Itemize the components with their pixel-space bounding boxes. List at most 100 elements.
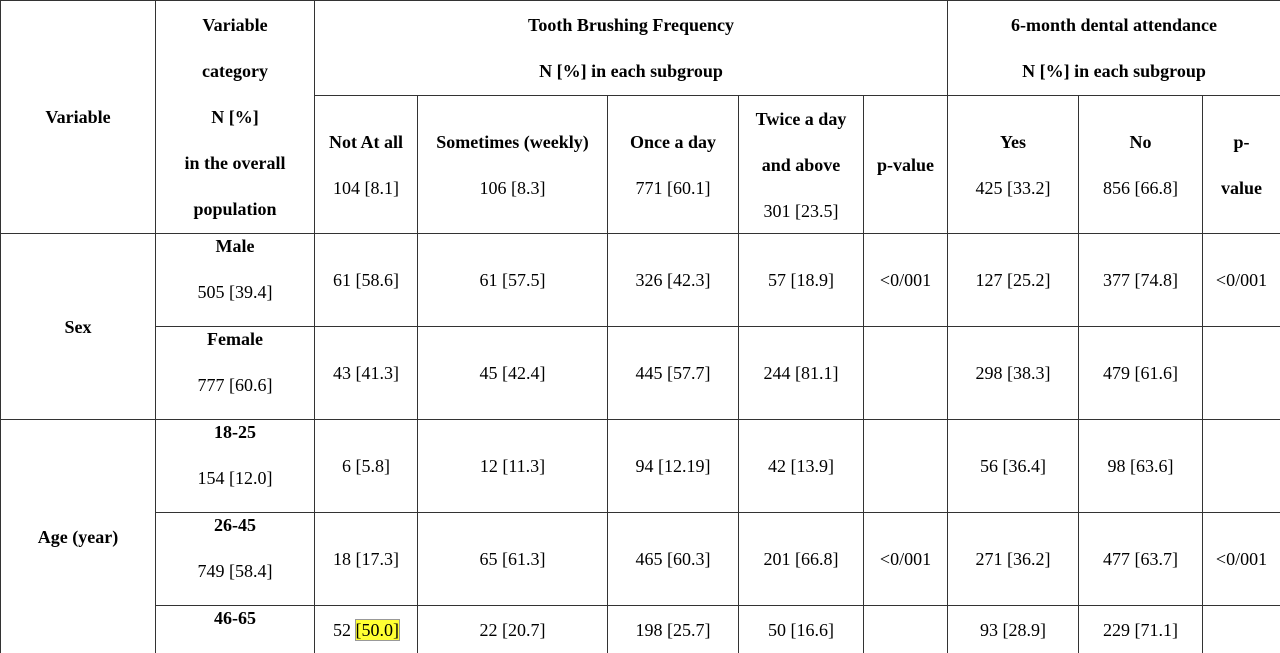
- cell-text: N [%]: [211, 107, 259, 127]
- cell-text: 42 [13.9]: [768, 456, 834, 476]
- column-header: Not At all 104 [8.1]: [315, 96, 418, 234]
- data-cell: 479 [61.6]: [1079, 327, 1203, 420]
- category-cell: 18-25 154 [12.0]: [156, 409, 315, 513]
- cell-text: 298 [38.3]: [975, 363, 1051, 383]
- category-cell: 26-45 749 [58.4]: [156, 502, 315, 606]
- variable-cell: Age (year): [1, 420, 156, 653]
- cell-text: 244 [81.1]: [763, 363, 839, 383]
- cell-text: 61 [57.5]: [479, 270, 546, 290]
- data-cell: <0/001: [864, 513, 948, 606]
- column-header: Yes 425 [33.2]: [948, 96, 1079, 234]
- data-cell: 52 [50.0]: [315, 606, 418, 653]
- data-cell: 18 [17.3]: [315, 513, 418, 606]
- column-header: Twice a day and above 301 [23.5]: [739, 96, 864, 234]
- cell-text: N [%] in each subgroup: [539, 61, 723, 81]
- cell-text: p-value: [876, 154, 934, 175]
- cell-text: value: [1220, 177, 1262, 198]
- data-cell: 57 [18.9]: [739, 234, 864, 327]
- data-cell: <0/001: [1203, 513, 1280, 606]
- cell-text: 93 [28.9]: [980, 619, 1046, 640]
- cell-text: Sometimes (weekly): [436, 131, 589, 152]
- cell-text: 57 [18.9]: [768, 270, 834, 290]
- cell-value: 52: [333, 619, 351, 640]
- data-cell: 22 [20.7]: [418, 606, 608, 653]
- cell-text: <0/001: [879, 270, 932, 290]
- cell-text: 777 [60.6]: [197, 375, 273, 395]
- data-cell: 61 [58.6]: [315, 234, 418, 327]
- category-cell: 46-65: [156, 595, 315, 653]
- variable-cell: Sex: [1, 234, 156, 420]
- cell-text: and above: [761, 154, 841, 175]
- cell-text: 301 [23.5]: [763, 200, 839, 221]
- data-cell: [864, 606, 948, 653]
- cell-text: Variable: [202, 15, 268, 35]
- cell-text: 12 [11.3]: [479, 456, 546, 476]
- cell-text: 326 [42.3]: [635, 270, 711, 290]
- data-cell: [864, 327, 948, 420]
- cell-text: 22 [20.7]: [479, 619, 546, 640]
- data-cell: 201 [66.8]: [739, 513, 864, 606]
- data-cell: 271 [36.2]: [948, 513, 1079, 606]
- column-header: Sometimes (weekly) 106 [8.3]: [418, 96, 608, 234]
- cell-text: 127 [25.2]: [975, 270, 1051, 290]
- cell-text: 46-65: [214, 608, 256, 628]
- cell-text: 50 [16.6]: [768, 619, 834, 640]
- data-cell: 377 [74.8]: [1079, 234, 1203, 327]
- cell-text: 505 [39.4]: [197, 282, 273, 302]
- category-cell: Male 505 [39.4]: [156, 223, 315, 327]
- cell-text: Male: [215, 236, 255, 256]
- data-cell: 465 [60.3]: [608, 513, 739, 606]
- cell-text: 18 [17.3]: [333, 549, 399, 569]
- cell-text: 98 [63.6]: [1107, 456, 1174, 476]
- cell-text: Variable: [45, 107, 111, 127]
- cell-text: N [%] in each subgroup: [1022, 61, 1206, 81]
- column-header: Once a day 771 [60.1]: [608, 96, 739, 234]
- cell-text: Once a day: [629, 131, 716, 152]
- cell-text: in the overall: [184, 153, 286, 173]
- cell-text: 65 [61.3]: [479, 549, 546, 569]
- cell-text: 425 [33.2]: [975, 177, 1051, 198]
- cell-text: No: [1129, 131, 1152, 152]
- cell-text: 201 [66.8]: [763, 549, 839, 569]
- cell-text: 94 [12.19]: [635, 456, 711, 476]
- group-header: Tooth Brushing Frequency N [%] in each su…: [315, 1, 948, 96]
- cell-text: Yes: [1000, 131, 1026, 152]
- data-cell: 244 [81.1]: [739, 327, 864, 420]
- column-header: p-value: [1203, 96, 1280, 234]
- cell-text: 106 [8.3]: [479, 177, 546, 198]
- data-cell: [1203, 420, 1280, 513]
- cell-text: 52 [50.0]: [333, 607, 400, 653]
- cell-text: 61 [58.6]: [333, 270, 399, 290]
- data-cell: 127 [25.2]: [948, 234, 1079, 327]
- data-cell: <0/001: [864, 234, 948, 327]
- data-cell: 42 [13.9]: [739, 420, 864, 513]
- data-cell: 61 [57.5]: [418, 234, 608, 327]
- cell-text: Sex: [64, 316, 92, 337]
- data-cell: 326 [42.3]: [608, 234, 739, 327]
- data-cell: 12 [11.3]: [418, 420, 608, 513]
- cell-text: 43 [41.3]: [333, 363, 399, 383]
- cell-text: 56 [36.4]: [980, 456, 1046, 476]
- cell-text: <0/001: [1215, 270, 1268, 290]
- cell-text: 18-25: [214, 422, 256, 442]
- cell-text: Age (year): [37, 526, 119, 547]
- cell-text: 856 [66.8]: [1103, 177, 1178, 198]
- cell-text: 6 [5.8]: [342, 456, 390, 476]
- data-cell: 65 [61.3]: [418, 513, 608, 606]
- column-header: No 856 [66.8]: [1079, 96, 1203, 234]
- data-cell: [1203, 327, 1280, 420]
- cell-text: 377 [74.8]: [1103, 270, 1178, 290]
- data-cell: 45 [42.4]: [418, 327, 608, 420]
- cell-text: 45 [42.4]: [479, 363, 546, 383]
- cell-text: Female: [207, 329, 263, 349]
- cell-text: 198 [25.7]: [635, 619, 711, 640]
- group-header: 6-month dental attendance N [%] in each s…: [948, 1, 1280, 96]
- cell-text: Not At all: [329, 131, 403, 152]
- cell-text: 6-month dental attendance: [1011, 15, 1217, 35]
- data-cell: 198 [25.7]: [608, 606, 739, 653]
- cell-text: 445 [57.7]: [635, 363, 711, 383]
- data-cell: [864, 420, 948, 513]
- cell-text: 477 [63.7]: [1103, 549, 1178, 569]
- cell-text: p-: [1233, 131, 1250, 152]
